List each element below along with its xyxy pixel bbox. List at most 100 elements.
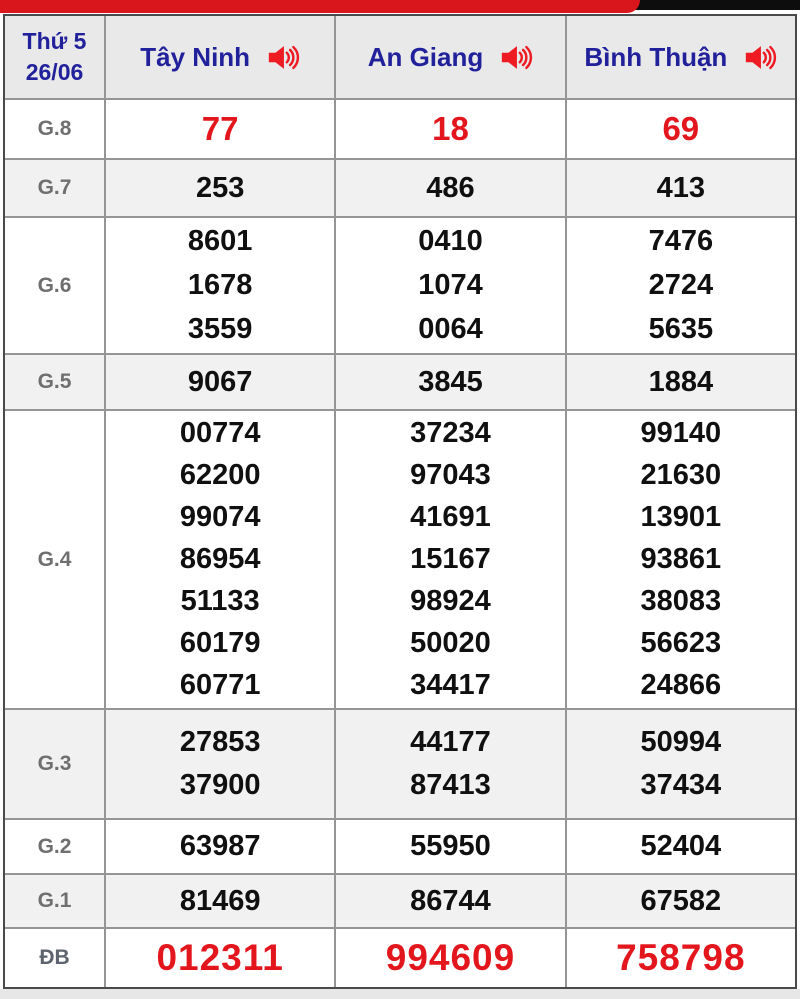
prize-row-g5: G.5 9067 3845 1884 <box>5 355 795 411</box>
g5-tay-ninh: 9067 <box>106 355 337 409</box>
result-number: 18 <box>432 110 469 147</box>
result-number: 38083 <box>640 585 722 617</box>
g8-binh-thuan: 69 <box>567 100 795 158</box>
prize-row-g4: G.4 00774 62200 99074 86954 51133 60179 … <box>5 411 795 710</box>
g6-an-giang: 0410 1074 0064 <box>336 218 567 353</box>
db-an-giang: 994609 <box>336 929 567 987</box>
g3-tay-ninh: 27853 37900 <box>106 710 337 818</box>
result-number: 3845 <box>418 365 483 398</box>
header-row: Thứ 5 26/06 Tây Ninh An Giang Bình Thuận <box>5 16 795 100</box>
province-label[interactable]: Bình Thuận <box>584 41 728 72</box>
province-header-tay-ninh: Tây Ninh <box>106 16 337 98</box>
result-number: 00774 <box>179 417 261 449</box>
banner-red-segment <box>0 0 640 13</box>
g6-binh-thuan: 7476 2724 5635 <box>567 218 795 353</box>
date-label: 26/06 <box>25 59 84 85</box>
result-number: 15167 <box>410 543 491 575</box>
result-number: 7476 <box>648 225 714 257</box>
result-number: 486 <box>426 171 475 204</box>
result-number: 99074 <box>179 501 261 533</box>
g1-tay-ninh: 81469 <box>106 875 337 927</box>
result-number: 44177 <box>410 726 491 758</box>
prize-label: G.4 <box>37 547 72 571</box>
g4-tay-ninh: 00774 62200 99074 86954 51133 60179 6077… <box>106 411 337 708</box>
result-number: 21630 <box>640 459 722 491</box>
g2-binh-thuan: 52404 <box>567 820 795 873</box>
db-tay-ninh: 012311 <box>106 929 337 987</box>
result-number: 37434 <box>640 769 722 801</box>
result-number: 27853 <box>179 726 261 758</box>
result-number: 1678 <box>187 269 253 301</box>
result-number: 97043 <box>410 459 491 491</box>
g7-an-giang: 486 <box>336 160 567 216</box>
g8-an-giang: 18 <box>336 100 567 158</box>
result-number: 60771 <box>179 669 261 701</box>
g6-tay-ninh: 8601 1678 3559 <box>106 218 337 353</box>
db-binh-thuan: 758798 <box>567 929 795 987</box>
g4-binh-thuan: 99140 21630 13901 93861 38083 56623 2486… <box>567 411 795 708</box>
result-number: 99140 <box>640 417 722 449</box>
g3-binh-thuan: 50994 37434 <box>567 710 795 818</box>
g3-an-giang: 44177 87413 <box>336 710 567 818</box>
prize-row-g1: G.1 81469 86744 67582 <box>5 875 795 929</box>
date-cell: Thứ 5 26/06 <box>5 16 106 98</box>
weekday-label: Thứ 5 <box>22 28 87 54</box>
g1-binh-thuan: 67582 <box>567 875 795 927</box>
result-number: 67582 <box>640 884 722 917</box>
lottery-results-table: Thứ 5 26/06 Tây Ninh An Giang Bình Thuận <box>3 14 797 989</box>
prize-label: G.8 <box>37 117 72 140</box>
result-number: 63987 <box>179 830 261 862</box>
result-number: 5635 <box>648 313 714 345</box>
result-number: 3559 <box>187 313 253 345</box>
speaker-icon[interactable] <box>266 44 300 71</box>
result-number: 0410 <box>418 225 483 257</box>
prize-row-g6: G.6 8601 1678 3559 0410 1074 0064 7476 2… <box>5 218 795 355</box>
result-number: 60179 <box>179 627 261 659</box>
province-label[interactable]: An Giang <box>367 41 484 72</box>
result-number: 994609 <box>385 937 516 978</box>
result-number: 37234 <box>410 417 491 449</box>
page-background-strip <box>0 989 800 999</box>
g7-binh-thuan: 413 <box>567 160 795 216</box>
speaker-icon[interactable] <box>499 44 533 71</box>
prize-label: G.7 <box>37 176 72 199</box>
province-label[interactable]: Tây Ninh <box>140 41 251 72</box>
result-number: 2724 <box>648 269 714 301</box>
result-number: 1074 <box>418 269 483 301</box>
result-number: 51133 <box>180 585 260 617</box>
prize-row-g8: G.8 77 18 69 <box>5 100 795 160</box>
prize-row-g2: G.2 63987 55950 52404 <box>5 820 795 875</box>
top-banner <box>0 0 800 13</box>
result-number: 13901 <box>640 501 722 533</box>
speaker-icon[interactable] <box>743 44 777 71</box>
result-number: 81469 <box>179 884 261 917</box>
result-number: 86954 <box>179 543 261 575</box>
result-number: 56623 <box>640 627 722 659</box>
g5-binh-thuan: 1884 <box>567 355 795 409</box>
prize-label: G.6 <box>37 273 72 297</box>
result-number: 37900 <box>179 769 261 801</box>
result-number: 0064 <box>418 313 483 345</box>
result-number: 69 <box>662 110 700 147</box>
g5-an-giang: 3845 <box>336 355 567 409</box>
result-number: 9067 <box>187 365 253 398</box>
banner-black-segment <box>585 0 800 10</box>
g4-an-giang: 37234 97043 41691 15167 98924 50020 3441… <box>336 411 567 708</box>
result-number: 52404 <box>640 830 722 862</box>
g7-tay-ninh: 253 <box>106 160 337 216</box>
prize-label: G.3 <box>37 752 72 775</box>
result-number: 98924 <box>410 585 491 617</box>
prize-row-g7: G.7 253 486 413 <box>5 160 795 218</box>
result-number: 87413 <box>410 769 491 801</box>
g2-an-giang: 55950 <box>336 820 567 873</box>
result-number: 86744 <box>410 884 491 917</box>
prize-row-db: ĐB 012311 994609 758798 <box>5 929 795 987</box>
province-header-an-giang: An Giang <box>336 16 567 98</box>
prize-label: G.2 <box>37 834 72 858</box>
result-number: 1884 <box>648 365 714 398</box>
result-number: 50020 <box>410 627 491 659</box>
result-number: 8601 <box>187 225 253 257</box>
result-number: 55950 <box>410 830 491 862</box>
g2-tay-ninh: 63987 <box>106 820 337 873</box>
result-number: 758798 <box>616 937 746 978</box>
